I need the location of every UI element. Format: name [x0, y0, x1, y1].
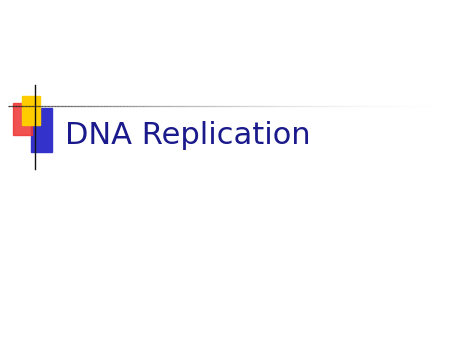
- Bar: [13, 103, 32, 135]
- Bar: [22, 96, 40, 125]
- Bar: [31, 108, 52, 152]
- Text: DNA Replication: DNA Replication: [65, 121, 311, 150]
